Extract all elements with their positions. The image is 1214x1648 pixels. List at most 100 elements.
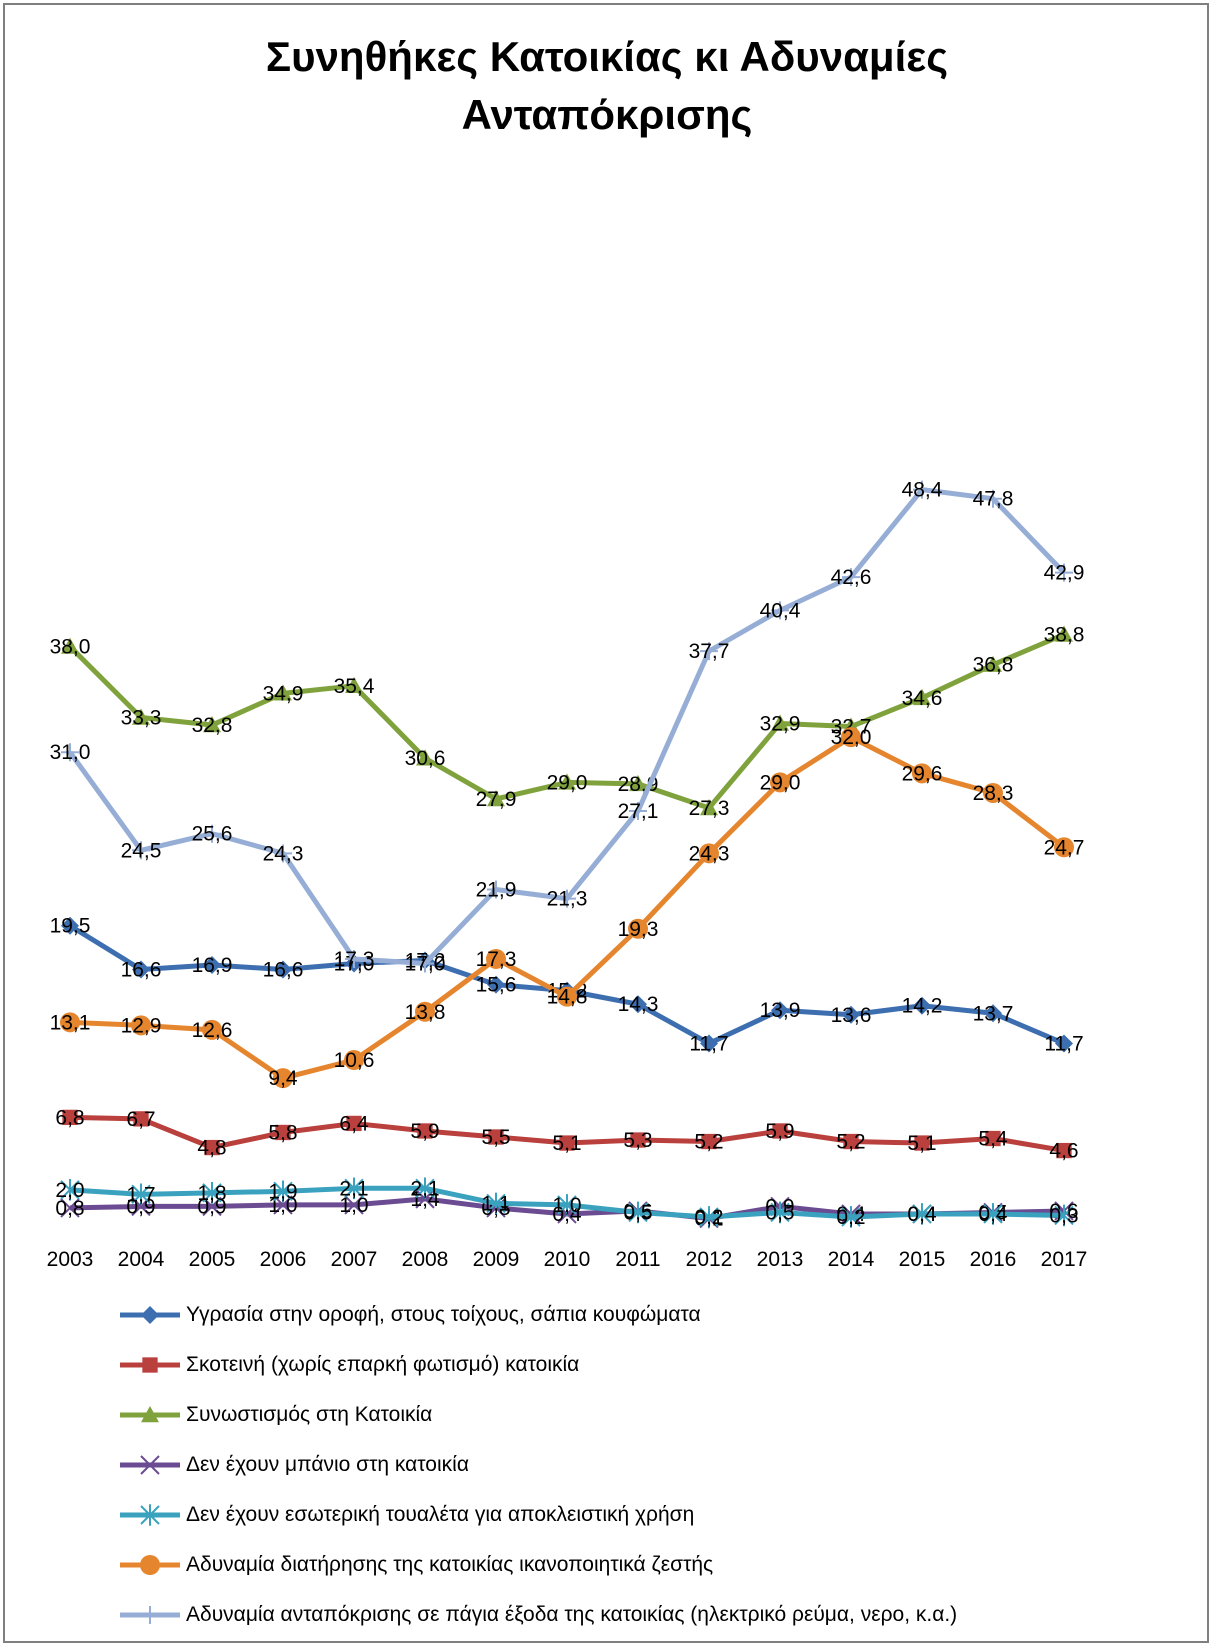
data-label: 1,7: [126, 1183, 155, 1206]
data-label: 6,4: [339, 1112, 369, 1135]
data-label: 13,1: [50, 1011, 91, 1034]
x-tick-label: 2003: [47, 1248, 94, 1271]
data-point: [344, 1177, 364, 1200]
x-tick-label: 2017: [1041, 1248, 1088, 1271]
data-label: 14,8: [547, 986, 588, 1009]
data-point: [61, 916, 79, 935]
series-5: 2,0 1,7 1,8 1,9 2,1 2,1 1,1 1,0 0,5 0,2 0,5 0,2 0,4 0…: [55, 1177, 1078, 1229]
data-label: 1,4: [410, 1188, 440, 1211]
data-point: [416, 954, 434, 973]
data-label: 25,6: [192, 823, 233, 846]
data-point: [203, 716, 221, 733]
data-point: [132, 841, 150, 860]
data-label: 0,5: [623, 1201, 652, 1224]
data-label: 5,3: [623, 1129, 652, 1152]
legend-swatch: [120, 1357, 180, 1373]
legend-swatch: [120, 1455, 180, 1475]
data-label: 13,8: [405, 1001, 446, 1024]
data-label: 21,3: [547, 888, 588, 911]
x-tick-label: 2013: [757, 1248, 804, 1271]
data-label: 30,6: [405, 747, 446, 770]
data-label: 19,5: [50, 915, 91, 938]
data-point: [202, 1196, 222, 1217]
legend-label: Αδυναμία ανταπόκρισης σε πάγια έξοδα της…: [186, 1603, 958, 1626]
data-label: 5,1: [552, 1132, 581, 1155]
data-point: [983, 1203, 1003, 1225]
data-label: 11,7: [689, 1032, 728, 1055]
data-point: [344, 1050, 364, 1071]
x-tick-label: 2009: [473, 1248, 520, 1271]
data-point: [628, 1201, 648, 1224]
data-label: 32,7: [831, 716, 872, 739]
data-label: 32,8: [192, 714, 233, 737]
data-label: 1,1: [481, 1192, 510, 1215]
data-point: [487, 789, 505, 807]
legend-item: Δεν έχουν εσωτερική τουαλέτα για αποκλει…: [120, 1490, 1200, 1540]
data-label: 1,0: [552, 1194, 581, 1217]
data-point: [984, 655, 1002, 672]
legend-swatch: [120, 1406, 180, 1423]
legend-swatch: [120, 1555, 180, 1575]
data-label: 6,7: [126, 1108, 155, 1131]
data-label: 13,6: [831, 1004, 872, 1027]
data-point: [841, 1206, 861, 1228]
legend-item: Συνωστισμός στη Κατοικία: [120, 1390, 1200, 1440]
data-point: [629, 802, 647, 821]
data-point: [771, 601, 789, 620]
data-point: [1054, 1204, 1074, 1227]
data-label: 34,6: [902, 687, 943, 710]
x-tick-label: 2010: [544, 1248, 591, 1271]
data-point: [60, 1012, 80, 1033]
data-point: [345, 949, 363, 968]
data-point: [558, 889, 576, 908]
data-label: 0,2: [836, 1206, 865, 1229]
data-point: [274, 844, 292, 863]
data-point: [345, 676, 363, 694]
data-point: [131, 1183, 151, 1206]
legend-item: Σκοτεινή (χωρίς επαρκή φωτισμό) κατοικία: [120, 1340, 1200, 1390]
data-point: [133, 1111, 149, 1127]
data-point: [203, 955, 221, 974]
data-label: 24,3: [689, 842, 730, 865]
data-point: [557, 986, 577, 1007]
x-tick-label: 2011: [615, 1248, 660, 1271]
legend-label: Αδυναμία διατήρησης της κατοικίας ικανοπ…: [186, 1553, 714, 1576]
data-label: 9,4: [268, 1067, 298, 1090]
data-label: 13,9: [760, 999, 801, 1022]
data-point: [273, 1068, 293, 1089]
legend-label: Συνωστισμός στη Κατοικία: [186, 1403, 433, 1426]
legend-item: Δεν έχουν μπάνιο στη κατοικία: [120, 1440, 1200, 1490]
x-tick-label: 2006: [260, 1248, 307, 1271]
data-label: 1,8: [197, 1182, 226, 1205]
data-point: [772, 1123, 788, 1139]
data-label: 5,2: [694, 1131, 723, 1154]
data-label: 27,1: [618, 800, 659, 823]
data-label: 5,5: [481, 1126, 510, 1149]
data-label: 14,3: [618, 993, 659, 1016]
data-point: [557, 1194, 577, 1216]
data-label: 36,8: [973, 654, 1014, 677]
data-label: 16,9: [192, 954, 233, 977]
x-tick-label: 2007: [331, 1248, 378, 1271]
data-label: 48,4: [902, 479, 943, 502]
data-point: [628, 918, 648, 939]
data-point: [61, 743, 79, 762]
data-label: 15,6: [476, 974, 517, 997]
data-point: [700, 1034, 718, 1053]
data-label: 47,8: [973, 488, 1014, 511]
data-point: [558, 773, 576, 790]
data-point: [629, 995, 647, 1014]
series-1: 19,516,616,916,617,017,215,615,214,311,7…: [50, 915, 1084, 1056]
data-label: 4,8: [197, 1137, 226, 1160]
x-tick-label: 2004: [118, 1248, 165, 1271]
data-label: 33,3: [121, 707, 162, 730]
data-label: 32,0: [831, 726, 872, 749]
data-point: [913, 688, 931, 706]
data-point: [912, 1203, 932, 1225]
data-label: 21,9: [476, 879, 517, 902]
data-point: [913, 480, 931, 499]
data-point: [842, 1005, 860, 1024]
data-label: 38,0: [50, 636, 91, 659]
data-label: 27,3: [689, 797, 730, 820]
data-label: 28,3: [973, 782, 1014, 805]
